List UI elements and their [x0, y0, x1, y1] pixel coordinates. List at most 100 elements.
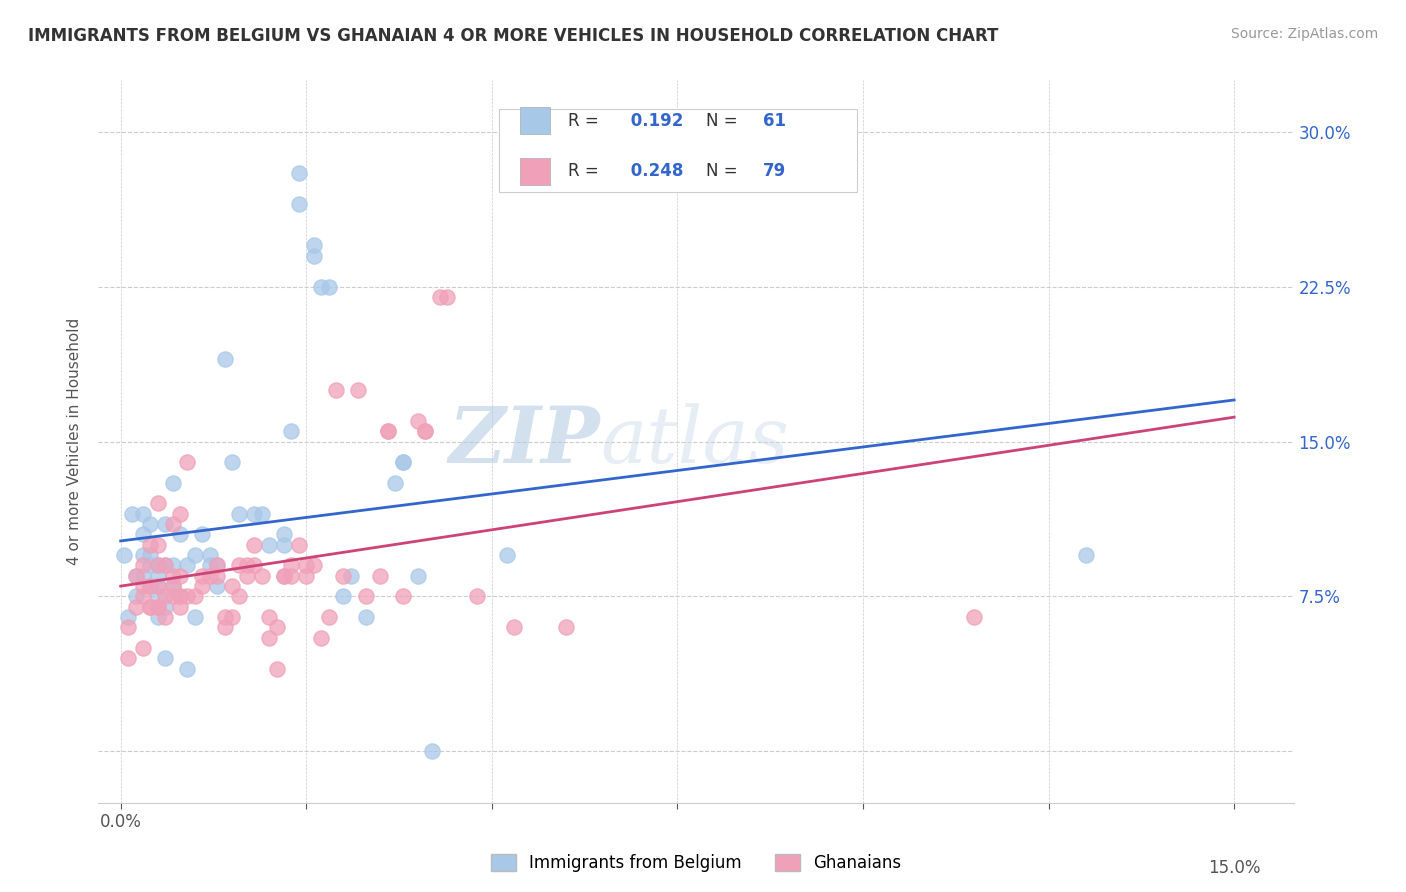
Point [280, 424, 302, 438]
Point [280, 568, 302, 582]
Point [205, 568, 228, 582]
Point [236, 568, 259, 582]
Text: 0.248: 0.248 [626, 162, 683, 180]
Point [162, 517, 184, 532]
Point [139, 558, 162, 573]
Point [191, 527, 214, 541]
Point [198, 558, 221, 573]
Point [162, 568, 184, 582]
Point [413, 424, 436, 438]
Point [132, 568, 155, 582]
Point [205, 558, 228, 573]
Point [406, 568, 429, 582]
Point [422, 744, 444, 758]
Point [555, 620, 578, 634]
Point [214, 620, 236, 634]
Y-axis label: 4 or more Vehicles in Household: 4 or more Vehicles in Household [67, 318, 83, 566]
Text: 0.192: 0.192 [626, 112, 683, 129]
Point [243, 538, 266, 552]
Point [370, 568, 392, 582]
Point [228, 507, 250, 521]
FancyBboxPatch shape [520, 158, 550, 185]
Point [132, 548, 155, 562]
Point [243, 507, 266, 521]
Point [302, 249, 325, 263]
Point [176, 558, 198, 573]
Point [146, 590, 169, 604]
Point [273, 568, 295, 582]
Point [295, 568, 318, 582]
Point [295, 558, 318, 573]
Point [257, 631, 280, 645]
Point [191, 579, 214, 593]
Point [325, 383, 347, 397]
Point [257, 610, 280, 624]
Point [162, 579, 184, 593]
Point [250, 507, 273, 521]
Point [318, 610, 340, 624]
Point [132, 590, 155, 604]
Point [132, 507, 155, 521]
FancyBboxPatch shape [520, 107, 550, 135]
Point [139, 599, 162, 614]
Point [302, 238, 325, 252]
Point [288, 538, 311, 552]
Point [112, 548, 135, 562]
Point [162, 579, 184, 593]
Point [288, 197, 311, 211]
Point [169, 507, 191, 521]
Text: ZIP: ZIP [449, 403, 600, 480]
Point [228, 558, 250, 573]
Point [221, 610, 243, 624]
Point [354, 590, 377, 604]
Point [162, 475, 184, 490]
Point [117, 610, 139, 624]
Point [146, 610, 169, 624]
Point [124, 599, 146, 614]
Text: 61: 61 [763, 112, 786, 129]
Point [257, 538, 280, 552]
Point [184, 610, 207, 624]
Point [146, 568, 169, 582]
Point [155, 651, 177, 665]
Point [121, 507, 143, 521]
Point [1074, 548, 1097, 562]
Point [146, 496, 169, 510]
Point [146, 599, 169, 614]
Legend: Immigrants from Belgium, Ghanaians: Immigrants from Belgium, Ghanaians [484, 847, 908, 879]
Point [155, 599, 177, 614]
Point [413, 424, 436, 438]
Point [436, 290, 458, 304]
Text: N =: N = [706, 112, 742, 129]
Point [139, 517, 162, 532]
Point [132, 579, 155, 593]
Text: IMMIGRANTS FROM BELGIUM VS GHANAIAN 4 OR MORE VEHICLES IN HOUSEHOLD CORRELATION : IMMIGRANTS FROM BELGIUM VS GHANAIAN 4 OR… [28, 27, 998, 45]
Point [139, 579, 162, 593]
Point [184, 590, 207, 604]
Point [221, 579, 243, 593]
Point [198, 568, 221, 582]
Point [280, 558, 302, 573]
Point [124, 568, 146, 582]
Point [377, 424, 399, 438]
Point [132, 640, 155, 655]
Point [139, 579, 162, 593]
Point [347, 383, 370, 397]
Point [146, 558, 169, 573]
Point [302, 558, 325, 573]
Point [191, 568, 214, 582]
Point [146, 579, 169, 593]
Text: N =: N = [706, 162, 742, 180]
Point [266, 620, 288, 634]
Point [377, 424, 399, 438]
Point [391, 455, 413, 469]
Point [169, 599, 191, 614]
Point [332, 568, 354, 582]
Point [273, 538, 295, 552]
Point [236, 558, 259, 573]
Point [429, 290, 451, 304]
Point [205, 558, 228, 573]
Text: atlas: atlas [600, 403, 789, 480]
Point [117, 620, 139, 634]
Point [155, 517, 177, 532]
